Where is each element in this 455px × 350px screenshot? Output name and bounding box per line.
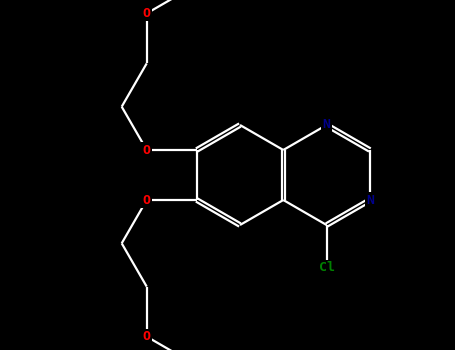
Text: O: O [143, 7, 151, 20]
Text: O: O [143, 330, 151, 343]
Text: Cl: Cl [318, 261, 334, 274]
Text: N: N [366, 194, 374, 206]
Text: O: O [143, 144, 151, 156]
Text: O: O [143, 194, 151, 206]
Text: N: N [323, 119, 331, 132]
